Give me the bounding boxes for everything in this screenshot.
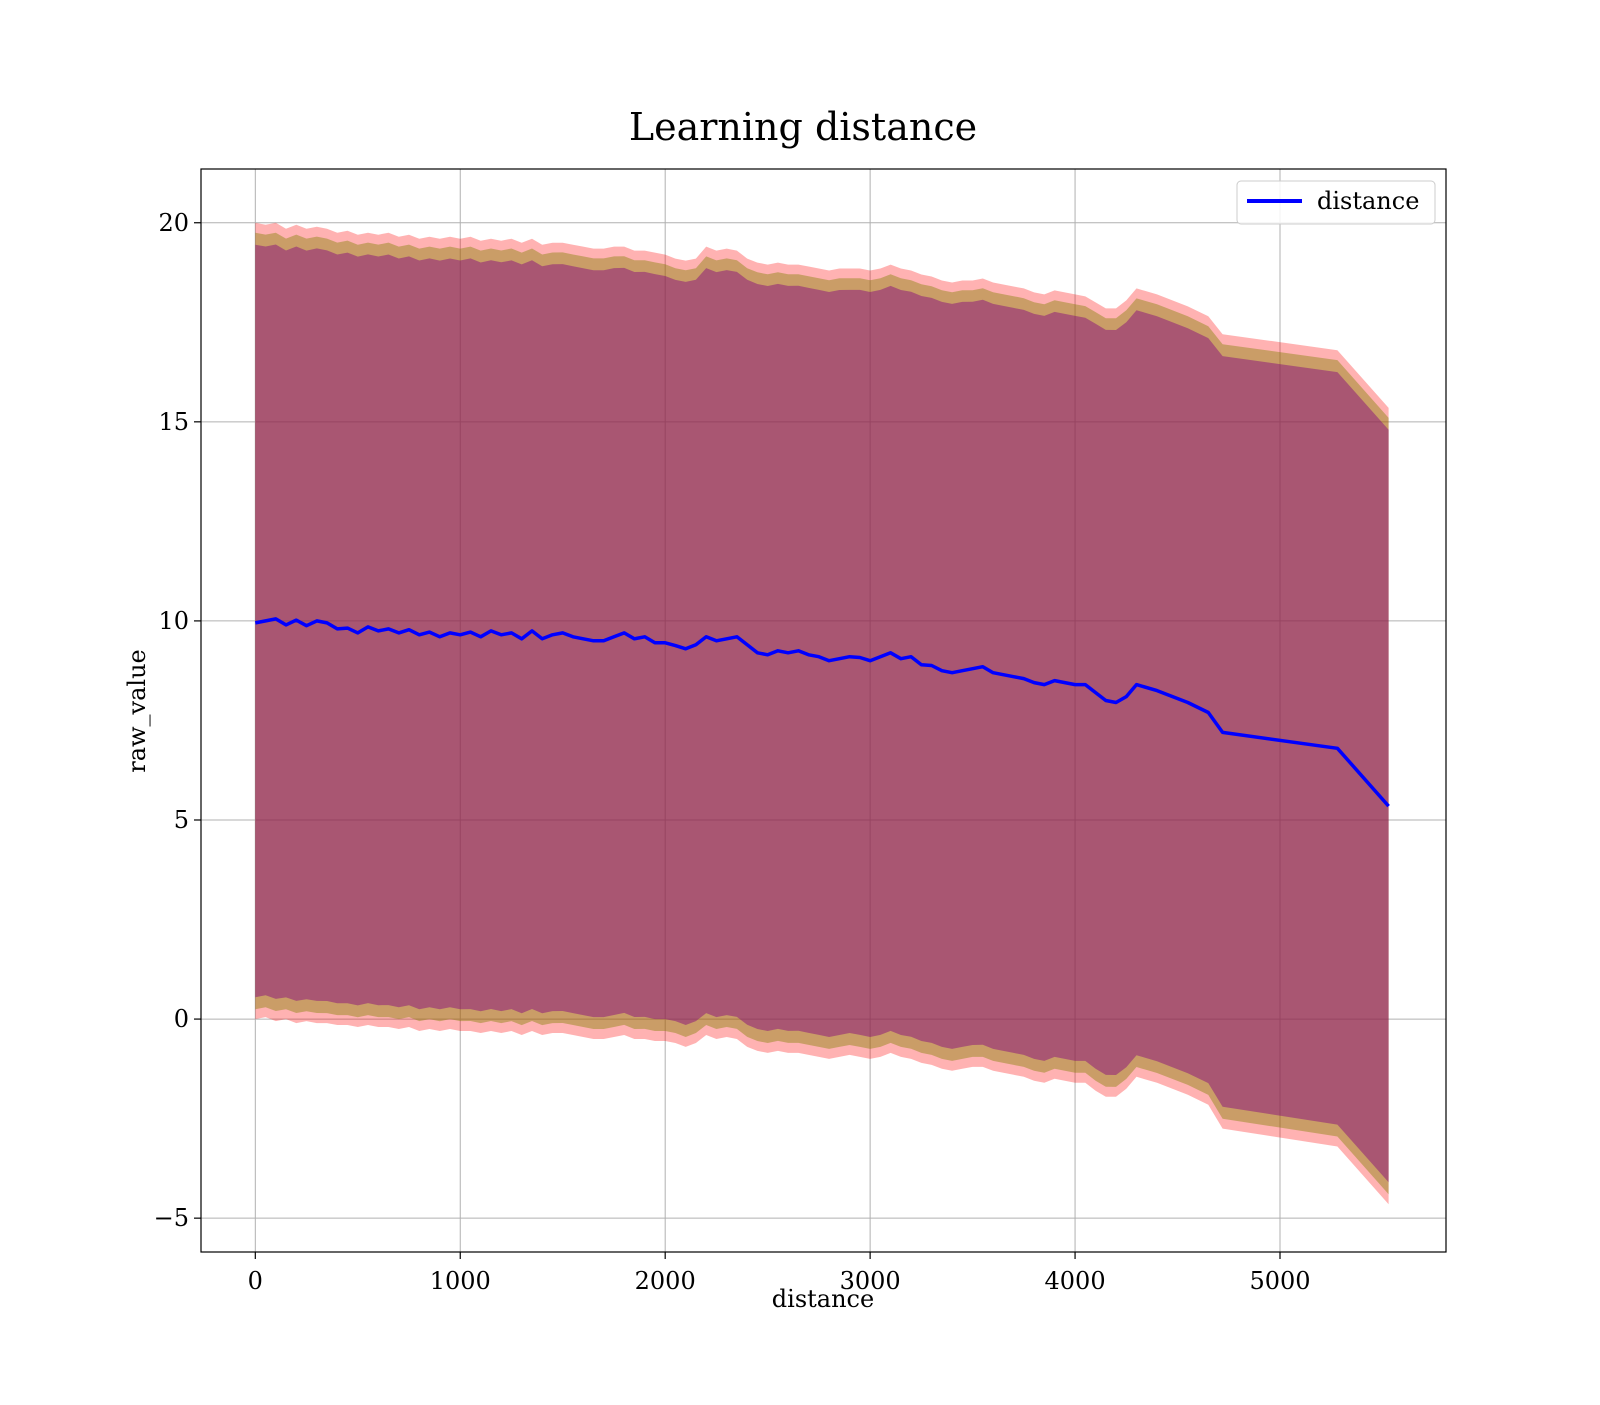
y-tick-label: 5: [174, 806, 189, 834]
x-tick-label: 5000: [1249, 1267, 1310, 1295]
y-axis-label: raw_value: [123, 649, 151, 773]
grid-lines: [201, 169, 1446, 1252]
x-tick-label: 4000: [1045, 1267, 1106, 1295]
x-tick-label: 3000: [840, 1267, 901, 1295]
legend-box: [1236, 180, 1436, 225]
y-tick-label: 15: [158, 408, 189, 436]
band-middle: [255, 232, 1389, 1195]
series-lines: [254, 617, 1390, 808]
x-tick-label: 2000: [635, 1267, 696, 1295]
x-axis-ticks: 0 1000 2000 3000 4000 5000: [248, 1252, 1311, 1295]
plot-frame: [200, 168, 1447, 1253]
series-line-distance: [254, 617, 1390, 808]
x-tick-label: 1000: [430, 1267, 491, 1295]
y-tick-label: 20: [158, 209, 189, 237]
y-tick-label: −5: [154, 1204, 189, 1232]
x-tick-label: 0: [248, 1267, 263, 1295]
band-outer: [255, 222, 1389, 1205]
legend: distance: [1236, 180, 1436, 225]
y-tick-label: 10: [158, 607, 189, 635]
legend-entry: distance: [1317, 187, 1419, 215]
confidence-bands: [255, 222, 1389, 1205]
chart-title: Learning distance: [629, 105, 977, 149]
x-axis-label: distance: [772, 1285, 874, 1313]
y-axis-ticks: −5 0 5 10 15 20: [154, 209, 201, 1232]
y-tick-label: 0: [174, 1005, 189, 1033]
band-inner: [255, 244, 1389, 1183]
